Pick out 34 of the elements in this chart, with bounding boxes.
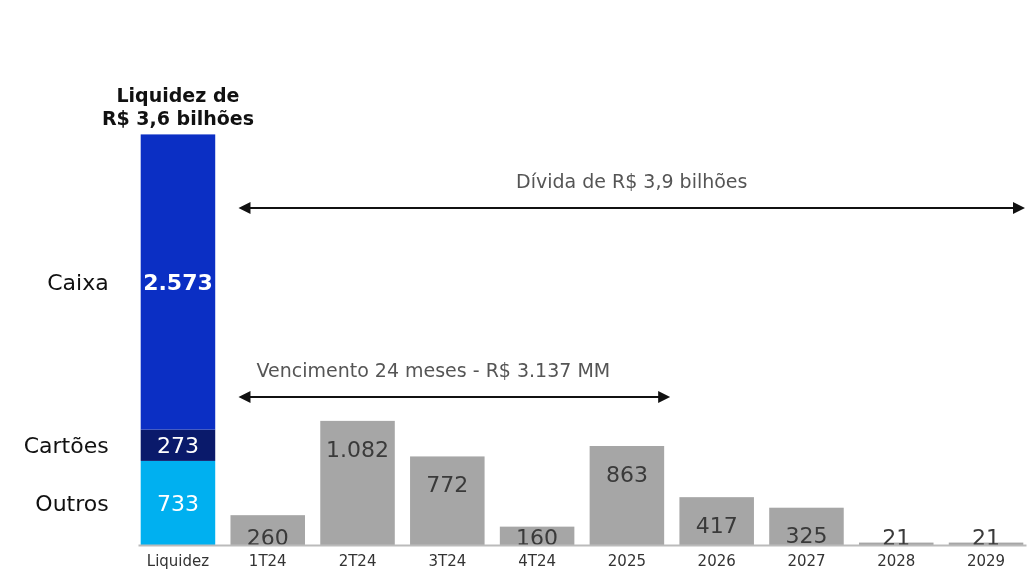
data-label: 21 bbox=[972, 524, 1001, 550]
annotation: Dívida de R$ 3,9 bilhões bbox=[516, 170, 748, 192]
x-tick-label: 2025 bbox=[607, 552, 646, 570]
data-label: 160 bbox=[516, 524, 559, 550]
bar bbox=[140, 460, 216, 545]
bar bbox=[140, 134, 216, 430]
data-label: 21 bbox=[882, 524, 911, 550]
bar bbox=[320, 420, 395, 545]
x-tick-label: 2T24 bbox=[338, 552, 377, 570]
annotation: Vencimento 24 meses - R$ 3.137 MM bbox=[256, 359, 611, 381]
series-label: Cartões bbox=[23, 432, 109, 458]
data-label: 863 bbox=[605, 461, 648, 487]
data-label: 772 bbox=[426, 472, 469, 498]
series-label: Outros bbox=[35, 490, 109, 516]
data-label: 733 bbox=[156, 490, 199, 516]
data-label: 273 bbox=[156, 432, 199, 458]
bar bbox=[589, 446, 665, 545]
x-tick-label: 4T24 bbox=[518, 552, 556, 570]
x-tick-label: 2026 bbox=[697, 552, 736, 570]
series-label: Caixa bbox=[47, 269, 109, 295]
data-label: 417 bbox=[695, 512, 738, 538]
data-label: 2.573 bbox=[143, 269, 213, 295]
x-tick-label: 2029 bbox=[966, 552, 1006, 570]
data-label: 325 bbox=[785, 523, 828, 549]
x-tick-label: 2028 bbox=[877, 552, 916, 570]
data-label: 1.082 bbox=[326, 436, 390, 462]
x-tick-label: 3T24 bbox=[428, 552, 467, 570]
x-tick-label: Liquidez bbox=[146, 552, 210, 570]
x-tick-label: 1T24 bbox=[248, 552, 287, 570]
x-tick-label: 2027 bbox=[787, 552, 826, 570]
data-label: 260 bbox=[246, 524, 289, 550]
bar bbox=[410, 456, 485, 545]
bar bbox=[679, 497, 754, 545]
text: Liquidez de R$ 3,6 bilhões bbox=[101, 84, 255, 130]
